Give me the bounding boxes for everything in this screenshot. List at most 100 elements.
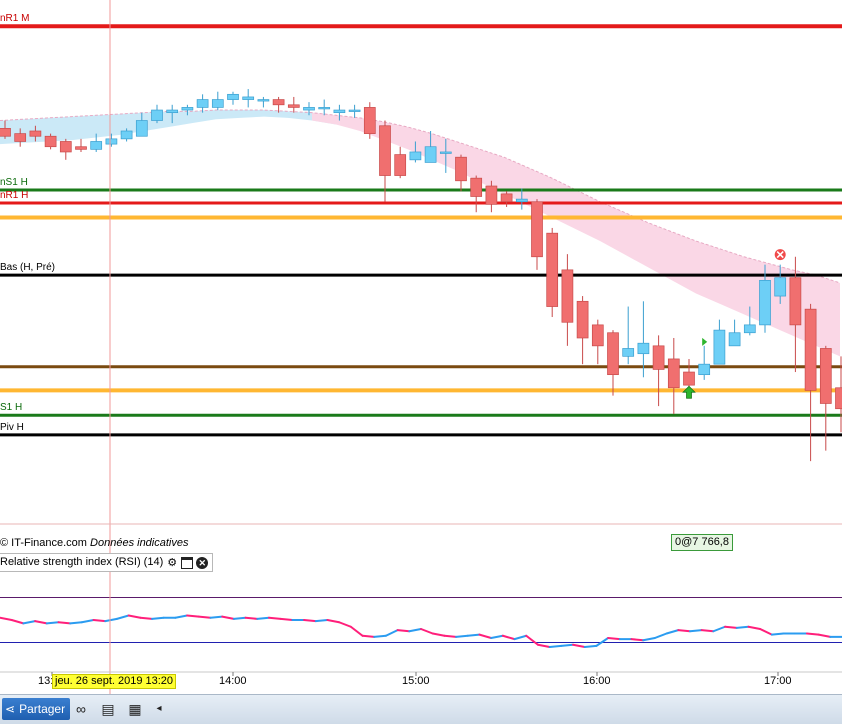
level-label: nS1 H xyxy=(0,177,28,189)
rsi-segment xyxy=(573,645,585,647)
candle-body xyxy=(152,110,163,120)
rsi-segment xyxy=(608,638,620,639)
rsi-segment xyxy=(690,630,702,631)
candle xyxy=(76,139,87,152)
last-price-badge: 0@7 766,8 xyxy=(671,534,733,551)
rsi-segment xyxy=(105,619,117,621)
candle-body xyxy=(744,325,755,333)
rsi-segment xyxy=(479,635,491,638)
rsi-segment xyxy=(211,617,223,618)
close-icon[interactable]: ✕ xyxy=(196,557,208,569)
rsi-segment xyxy=(444,636,456,637)
candle xyxy=(729,320,740,346)
rsi-segment xyxy=(596,638,608,646)
rsi-segment xyxy=(772,634,784,635)
rsi-segment xyxy=(538,645,550,647)
candle-body xyxy=(30,131,41,136)
share-label: Partager xyxy=(19,702,65,716)
candle xyxy=(501,191,512,207)
candle-body xyxy=(60,141,71,151)
share-button[interactable]: ⋖ Partager xyxy=(2,698,70,720)
rsi-segment xyxy=(129,616,141,618)
candle-body xyxy=(699,364,710,374)
time-tick-label: 15:00 xyxy=(402,675,430,687)
rsi-segment xyxy=(0,618,12,620)
candle xyxy=(668,338,679,414)
rsi-segment xyxy=(409,629,421,631)
candle-body xyxy=(258,100,269,102)
rsi-segment xyxy=(526,636,538,645)
rsi-segment xyxy=(70,622,82,623)
rsi-segment xyxy=(35,621,47,623)
rsi-segment xyxy=(433,634,445,636)
candle-body xyxy=(212,100,223,108)
candle-body xyxy=(501,194,512,202)
rsi-segment xyxy=(363,636,375,637)
rsi-segment xyxy=(234,618,246,619)
candle-body xyxy=(547,233,558,306)
level-label: Bas (H, Pré) xyxy=(0,262,55,274)
rsi-segment xyxy=(398,630,410,631)
candle xyxy=(45,134,56,150)
rsi-segment xyxy=(339,622,351,627)
rsi-segment xyxy=(491,636,503,638)
candle xyxy=(577,296,588,364)
candle-body xyxy=(364,107,375,133)
window-icon[interactable] xyxy=(181,557,193,569)
rsi-segment xyxy=(140,618,152,619)
buy-arrow-icon xyxy=(683,386,695,398)
candle xyxy=(212,92,223,110)
candle-body xyxy=(562,270,573,322)
candle xyxy=(152,105,163,123)
candle-body xyxy=(638,343,649,353)
moving-average-band xyxy=(0,110,840,356)
candle xyxy=(653,335,664,406)
candle-body xyxy=(516,199,527,202)
layout-icon[interactable]: ▦ xyxy=(126,700,144,718)
rsi-segment xyxy=(503,636,515,639)
candle-body xyxy=(228,94,239,99)
chevron-left-icon[interactable]: ◂ xyxy=(150,700,168,718)
candle-body xyxy=(471,178,482,196)
candle-body xyxy=(425,147,436,163)
time-tick-label: 16:00 xyxy=(583,675,611,687)
candle-body xyxy=(836,388,842,409)
rsi-segment xyxy=(222,617,234,619)
time-tick-label: 13: xyxy=(38,675,53,687)
rsi-segment xyxy=(386,630,398,636)
level-label: Piv H xyxy=(0,422,24,434)
rsi-segment xyxy=(82,620,94,622)
rsi-segment xyxy=(561,645,573,646)
rsi-segment xyxy=(585,646,597,647)
save-icon[interactable]: ▤ xyxy=(99,700,117,718)
rsi-segment xyxy=(421,629,433,634)
bottom-toolbar: ⋖ Partager ∞ ▤ ▦ ◂ xyxy=(0,694,842,724)
candle xyxy=(60,139,71,160)
rsi-segment xyxy=(327,620,339,622)
candle xyxy=(592,320,603,365)
rsi-segment xyxy=(316,620,328,621)
candle-body xyxy=(653,346,664,370)
candle xyxy=(395,147,406,178)
candle-body xyxy=(729,333,740,346)
candle-body xyxy=(106,139,117,144)
candle-body xyxy=(380,126,391,176)
rsi-segment xyxy=(374,636,386,637)
candle-body xyxy=(319,107,330,109)
candle-body xyxy=(273,100,284,105)
rsi-title: Relative strength index (RSI) (14) xyxy=(0,554,163,571)
disclaimer-text: Données indicatives xyxy=(90,537,188,549)
candle-body xyxy=(668,359,679,388)
rsi-segment xyxy=(819,635,831,637)
rsi-segment xyxy=(737,627,749,628)
wrench-icon[interactable]: ⚙ xyxy=(166,557,178,569)
link-icon[interactable]: ∞ xyxy=(72,700,90,718)
candle xyxy=(471,176,482,213)
candle-body xyxy=(304,107,315,110)
rsi-segment xyxy=(515,636,527,639)
candle-body xyxy=(0,128,11,136)
rsi-segment xyxy=(351,627,363,636)
rsi-plot xyxy=(0,598,842,648)
candle-body xyxy=(121,131,132,139)
